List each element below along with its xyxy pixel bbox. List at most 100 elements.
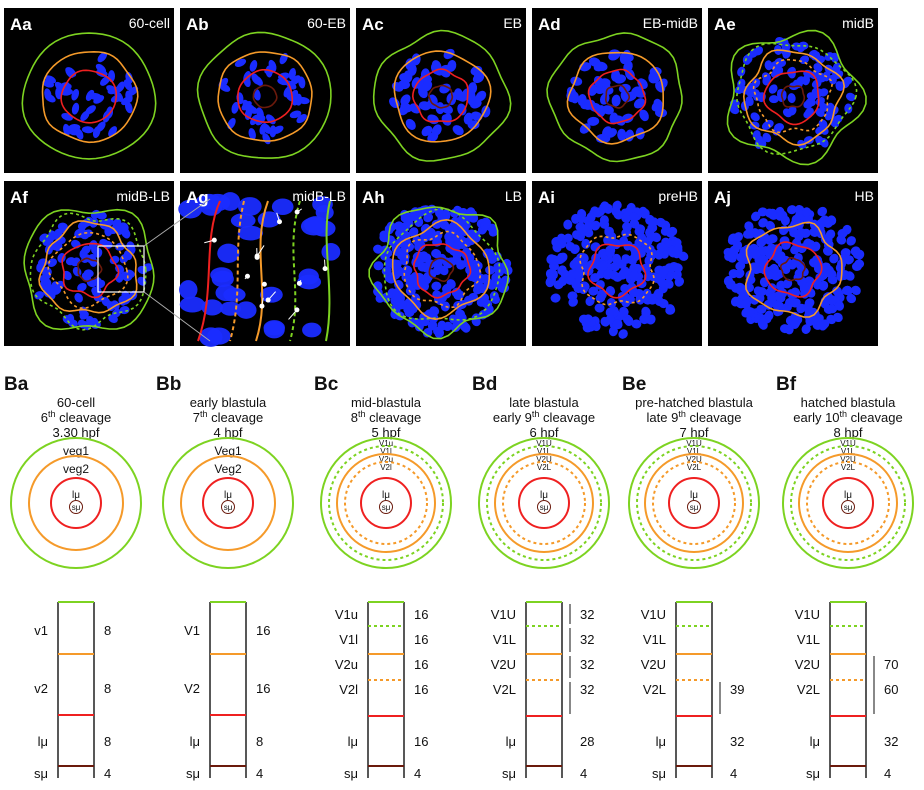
row-name: sμ <box>806 766 820 781</box>
dot-marker <box>297 281 302 286</box>
row-count: 32 <box>580 632 594 647</box>
heading-part: cleavage <box>847 410 903 425</box>
cell-nucleus <box>272 198 294 215</box>
row-name: V2U <box>795 657 820 672</box>
inner-label-lu: lμ <box>72 490 80 501</box>
heading-ordinal: th <box>358 409 366 419</box>
panel-ag: Ag midB-LB <box>178 181 350 347</box>
row-count: 4 <box>884 766 891 781</box>
row-name: V1L <box>493 632 516 647</box>
panel-stage-label: midB-LB <box>116 188 170 204</box>
panel-letter: Ai <box>538 188 555 207</box>
panel-letter: Ag <box>186 188 209 207</box>
inner-label-su: sμ <box>72 503 81 512</box>
heading-part: cleavage <box>539 410 595 425</box>
row-count: 32 <box>884 734 898 749</box>
panel-letter: Ae <box>714 15 736 34</box>
row-count: 39 <box>730 682 744 697</box>
row-name: sμ <box>652 766 666 781</box>
cell-nucleus <box>236 301 257 318</box>
circle-label: V2L <box>687 463 702 472</box>
circle-label: V2L <box>841 463 856 472</box>
panel-letter: Be <box>622 374 646 395</box>
panel-heading-line: 60-cell <box>57 395 95 410</box>
heading-ordinal: th <box>48 409 56 419</box>
row-name: V2U <box>491 657 516 672</box>
panel-stage-label: midB <box>842 15 874 31</box>
heading-part: early 10 <box>793 410 839 425</box>
panel-stage-label: LB <box>505 188 522 204</box>
inner-label-su: sμ <box>382 503 391 512</box>
panel-letter: Af <box>10 188 28 207</box>
cell-nucleus <box>238 197 262 216</box>
row-name: V2 <box>184 681 200 696</box>
panel-heading-line: late 9th cleavage <box>647 409 742 425</box>
panel-heading-line: pre-hatched blastula <box>635 395 754 410</box>
row-count: 16 <box>256 681 270 696</box>
cell-nucleus <box>302 323 321 338</box>
row-count: 16 <box>414 657 428 672</box>
row-count: 16 <box>414 734 428 749</box>
row-name: lμ <box>506 734 516 749</box>
cell-nucleus <box>217 244 239 263</box>
row-count: 16 <box>414 632 428 647</box>
row-name: v2 <box>34 681 48 696</box>
panel-stage-label: midB-LB <box>292 188 346 204</box>
panel-heading-line: early blastula <box>190 395 267 410</box>
row-count: 8 <box>256 734 263 749</box>
inner-label-lu: lμ <box>382 490 390 501</box>
heading-part: late 9 <box>647 410 679 425</box>
panel-letter: Ac <box>362 15 384 34</box>
panel-ae: Ae midB <box>708 8 878 173</box>
heading-part: 8 <box>351 410 358 425</box>
panel-heading-line: mid-blastula <box>351 395 422 410</box>
row-name: V1 <box>184 623 200 638</box>
row-count: 4 <box>104 766 111 781</box>
row-name: V1L <box>643 632 666 647</box>
panel-heading-line: hatched blastula <box>801 395 896 410</box>
row-count: 28 <box>580 734 594 749</box>
circle-label: Veg2 <box>214 462 242 476</box>
panel-stage-label: EB-midB <box>643 15 698 31</box>
row-name: V2L <box>493 682 516 697</box>
row-count: 60 <box>884 682 898 697</box>
panel-letter: Aa <box>10 15 32 34</box>
row-name: sμ <box>186 766 200 781</box>
panel-heading-line: 8th cleavage <box>351 409 421 425</box>
dot-marker <box>277 219 282 224</box>
heading-ordinal: th <box>678 409 686 419</box>
heading-ordinal: th <box>200 409 208 419</box>
row-name: sμ <box>34 766 48 781</box>
inner-label-lu: lμ <box>690 490 698 501</box>
inner-label-lu: lμ <box>844 490 852 501</box>
inner-label-lu: lμ <box>540 490 548 501</box>
cell-nucleus <box>260 287 283 303</box>
row-name: lμ <box>810 734 820 749</box>
row-count: 32 <box>580 657 594 672</box>
row-count: 8 <box>104 623 111 638</box>
cell-nucleus <box>212 271 234 287</box>
row-name: lμ <box>38 734 48 749</box>
cell-nucleus <box>301 217 327 235</box>
row-name: V1l <box>339 632 358 647</box>
cell-nucleus <box>223 288 245 302</box>
row-count: 16 <box>414 682 428 697</box>
heading-part: cleavage <box>686 410 742 425</box>
panel-letter: Ah <box>362 188 385 207</box>
heading-part: cleavage <box>208 410 264 425</box>
panel-ah: Ah LB <box>356 181 526 346</box>
row-name: lμ <box>348 734 358 749</box>
heading-ordinal: th <box>532 409 540 419</box>
row-count: 16 <box>414 607 428 622</box>
row-count: 70 <box>884 657 898 672</box>
